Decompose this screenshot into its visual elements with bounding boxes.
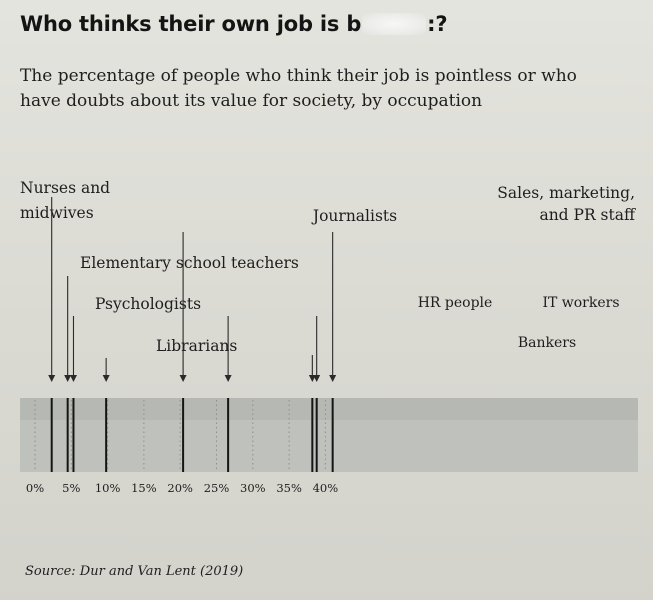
source-note: Source: Dur and Van Lent (2019) — [25, 564, 244, 579]
arrow-head — [48, 375, 56, 382]
chart-subtitle: The percentage of people who think their… — [20, 66, 577, 111]
tick-label: 35% — [276, 481, 302, 495]
point-label: Librarians — [156, 337, 237, 355]
point-label: midwives — [20, 204, 94, 222]
strip-chart: 0% 5% 10% 15% 20% 25% 30% 35% 40% Nurses and midwi… — [20, 179, 638, 495]
value-band-top-shade — [20, 398, 638, 420]
point-label: Journalists — [311, 207, 397, 225]
tick-label: 5% — [62, 481, 80, 495]
point-label: Sales, marketing, — [497, 184, 635, 202]
tick-label: 20% — [167, 481, 193, 495]
arrow-head — [179, 375, 187, 382]
point-label: Bankers — [518, 335, 576, 351]
arrow-head — [102, 375, 110, 382]
tick-label: 30% — [240, 481, 266, 495]
title-prefix: Who thinks their own job is b — [20, 12, 362, 36]
tick-label: 40% — [313, 481, 339, 495]
arrow-head — [313, 375, 321, 382]
chart-title: Who thinks their own job is b:? — [20, 12, 448, 36]
point-label: and PR staff — [539, 206, 636, 224]
point-label: HR people — [418, 295, 493, 311]
tick-label: 0% — [26, 481, 44, 495]
point-label: IT workers — [542, 295, 619, 311]
arrow-head — [69, 375, 77, 382]
arrow-head — [329, 375, 337, 382]
arrow-head — [64, 375, 72, 382]
title-suffix: :? — [427, 12, 448, 36]
tick-label: 15% — [131, 481, 157, 495]
point-label: Psychologists — [95, 295, 201, 313]
redaction-blur — [362, 13, 427, 35]
tick-label: 25% — [204, 481, 230, 495]
point-label: Elementary school teachers — [80, 254, 299, 272]
arrow-head — [224, 375, 232, 382]
tick-label: 10% — [95, 481, 121, 495]
point-label: Nurses and — [20, 179, 110, 197]
